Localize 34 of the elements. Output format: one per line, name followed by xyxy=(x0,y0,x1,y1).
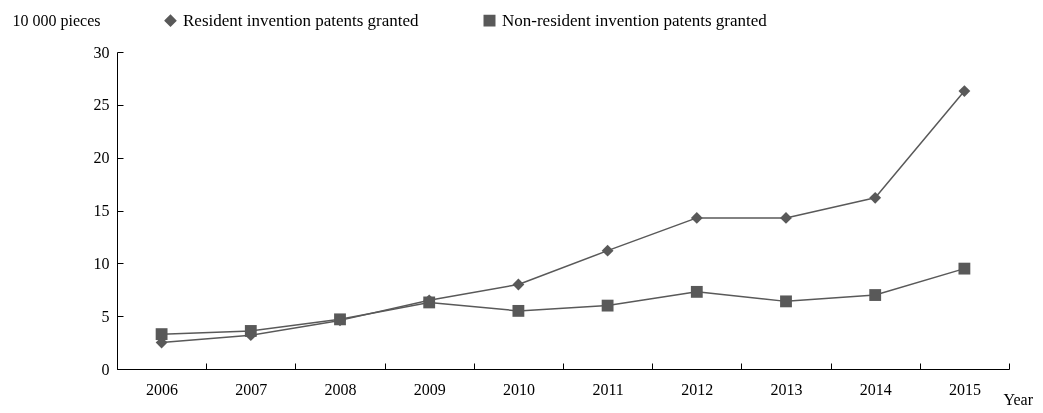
point xyxy=(780,211,792,224)
point xyxy=(690,285,703,298)
point xyxy=(601,244,614,257)
point xyxy=(512,278,525,291)
x-tick-label: 2011 xyxy=(592,380,624,398)
y-tick-label: 30 xyxy=(93,43,110,61)
y-tick-label: 5 xyxy=(101,307,110,325)
point xyxy=(155,328,168,341)
y-tick-label: 0 xyxy=(101,360,110,378)
y-tick-label: 15 xyxy=(93,202,110,219)
x-tick-label: 2015 xyxy=(948,380,981,398)
point xyxy=(512,304,525,317)
x-tick-label: 2013 xyxy=(770,380,803,398)
legend-label: Non-resident invention patents granted xyxy=(502,10,768,30)
point xyxy=(780,295,792,308)
y-tick-label: 10 xyxy=(93,254,110,272)
point xyxy=(869,191,882,204)
x-tick-label: 2006 xyxy=(146,380,179,398)
point xyxy=(601,299,614,312)
x-tick-label: 2008 xyxy=(324,380,357,398)
point xyxy=(869,289,882,301)
x-tick-label: 2009 xyxy=(413,380,446,398)
y-tick-label: 25 xyxy=(93,96,110,114)
y-tick-label: 20 xyxy=(93,149,110,167)
x-tick-label: 2014 xyxy=(859,380,892,398)
x-tick-label: 2007 xyxy=(235,380,268,398)
x-tick-label: 2010 xyxy=(502,380,535,398)
x-axis-title: Year xyxy=(1003,390,1034,408)
legend-label: Resident invention patents granted xyxy=(183,10,420,30)
point xyxy=(958,262,971,275)
y-axis-title: 10 000 pieces xyxy=(12,11,101,30)
x-tick-label: 2012 xyxy=(681,380,714,398)
point xyxy=(690,211,703,224)
point xyxy=(958,85,971,98)
